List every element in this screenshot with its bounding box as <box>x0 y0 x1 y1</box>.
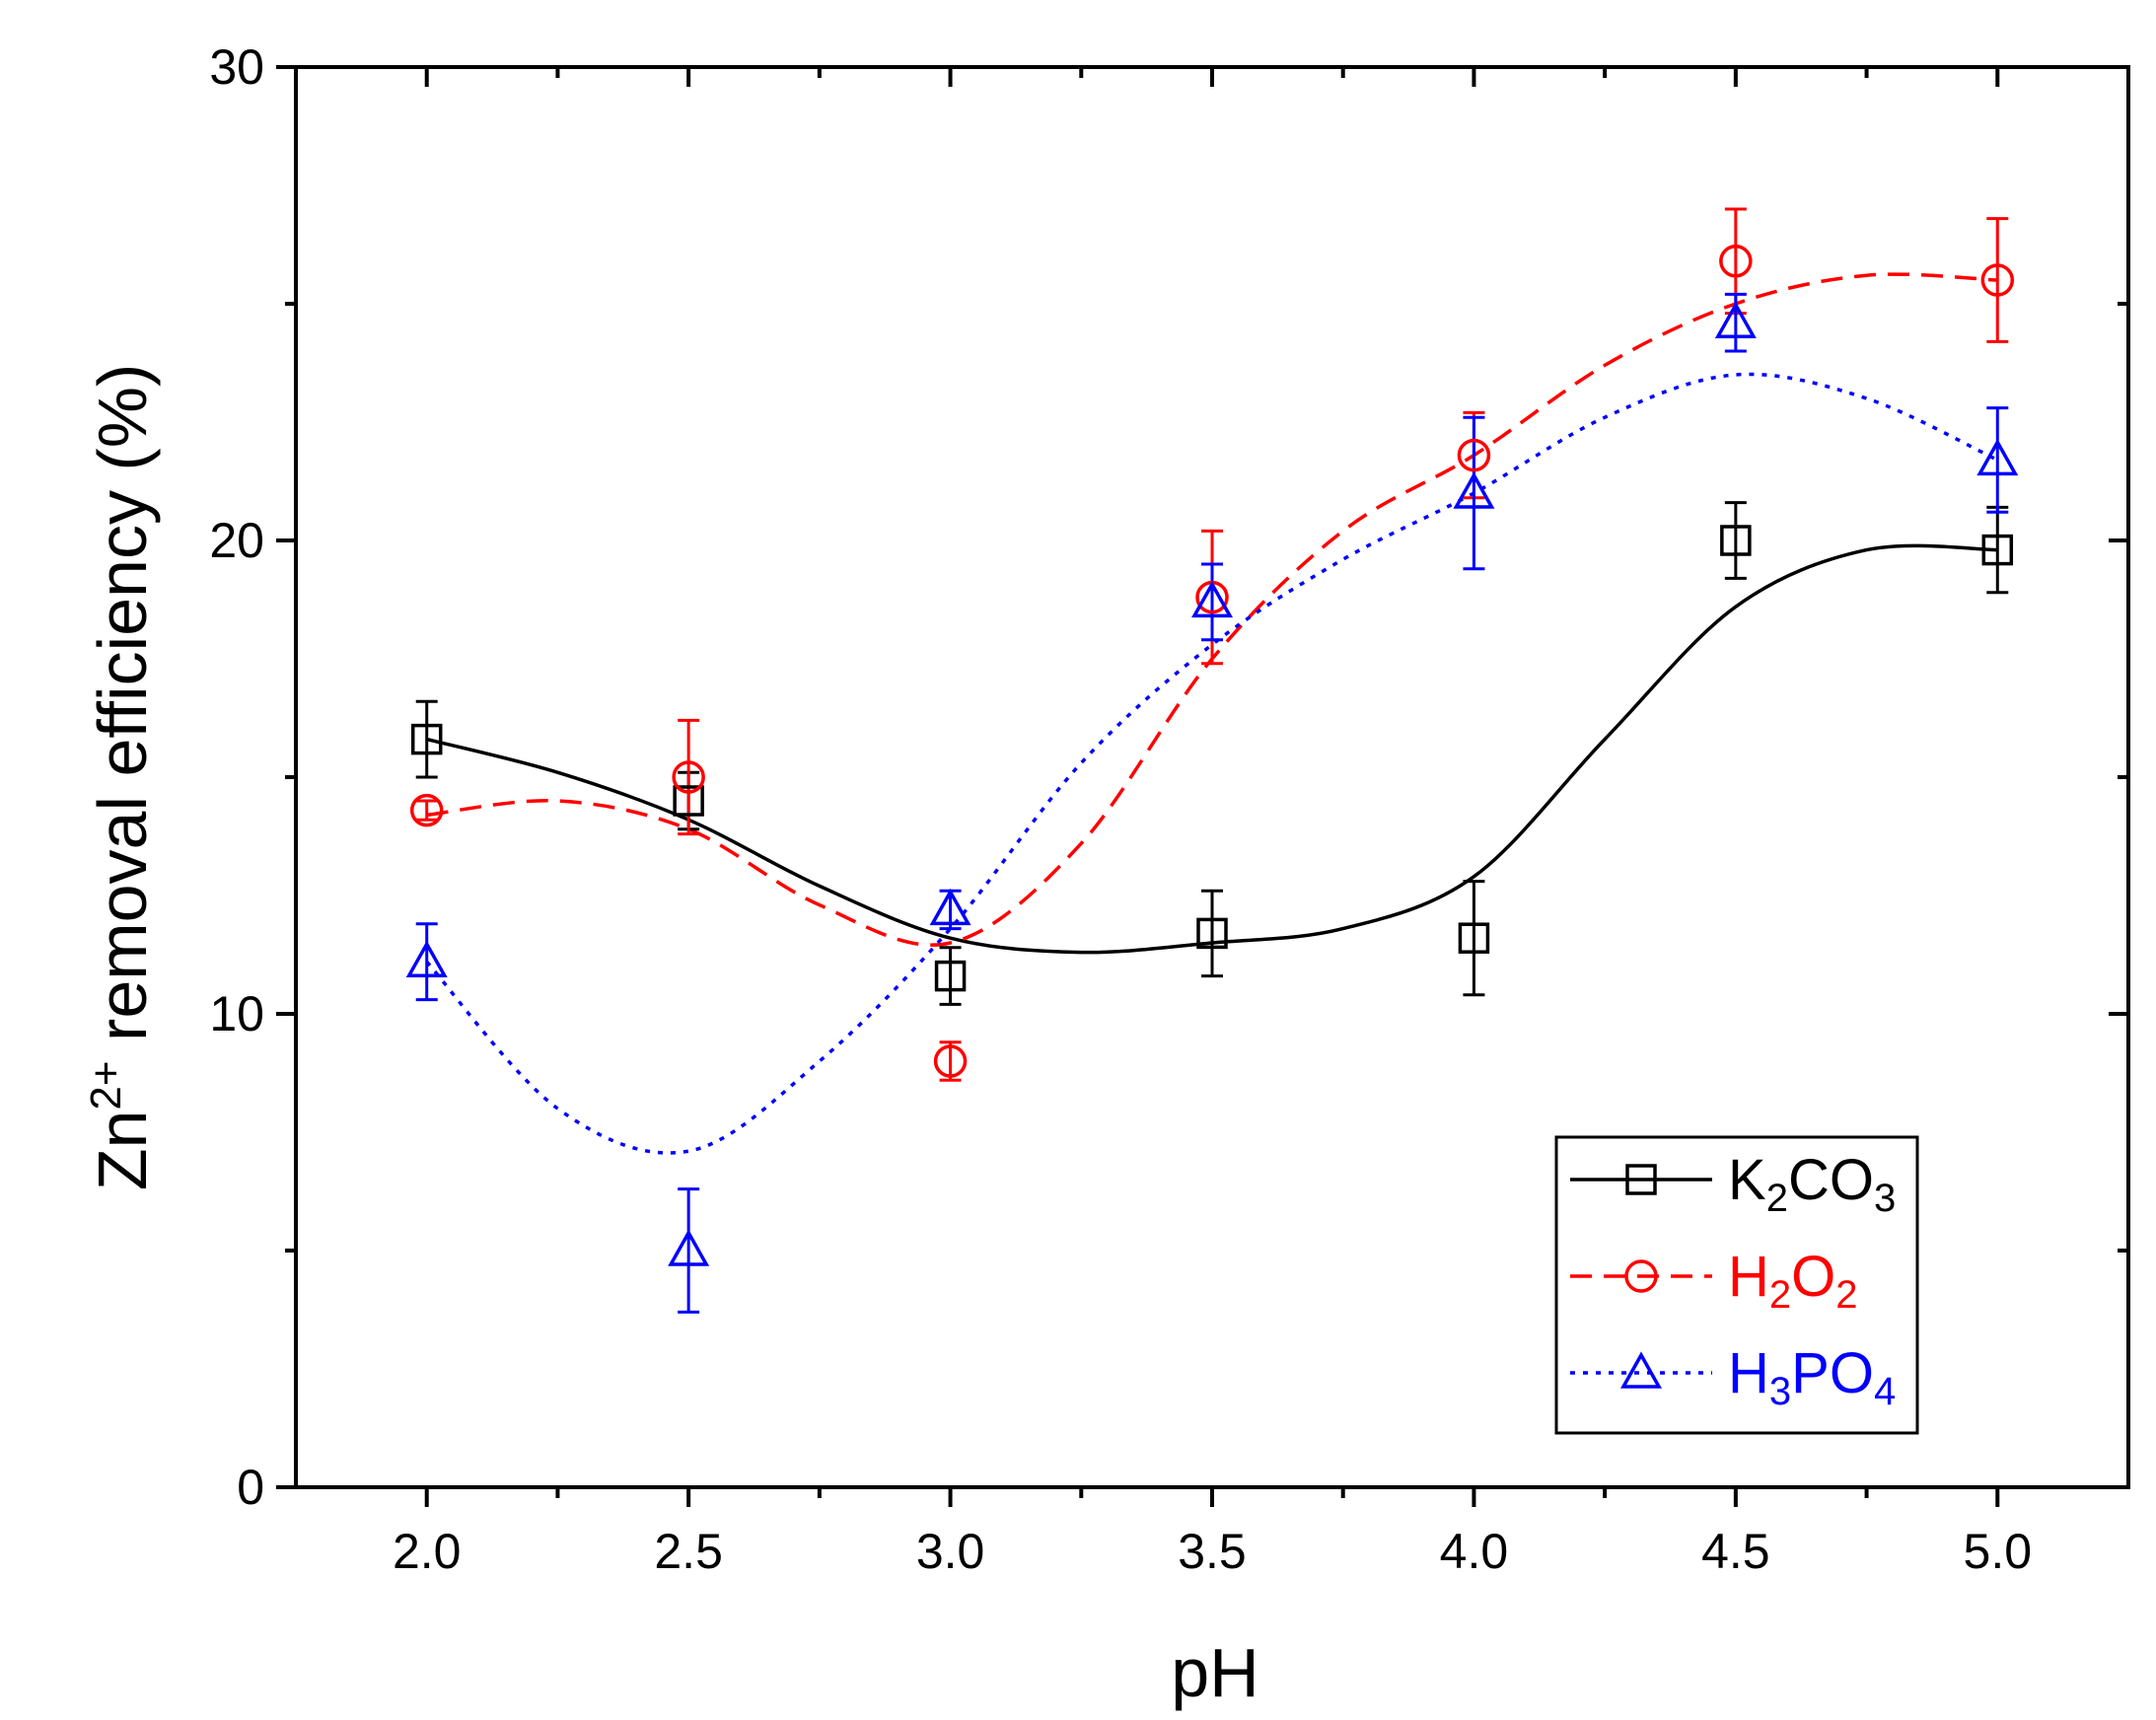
error-bar-h2o2 <box>939 1040 962 1082</box>
x-tick-label: 3.5 <box>1178 1524 1247 1579</box>
error-bar-k2co3 <box>1201 889 1223 978</box>
data-point-h3po4 <box>1714 301 1757 338</box>
legend-label-h2o2: H2O2 <box>1728 1245 1858 1317</box>
error-bars-layer <box>415 207 2009 1314</box>
data-point-k2co3 <box>1981 534 2014 566</box>
data-point-k2co3 <box>1720 525 1752 556</box>
legend-frame <box>1554 1135 1919 1435</box>
y-axis-title-base: Zn <box>84 1111 161 1191</box>
fit-curve-h3po4 <box>425 372 1999 1155</box>
data-point-h2o2 <box>1457 438 1491 472</box>
error-bar-h3po4 <box>1986 406 2009 514</box>
data-point-k2co3 <box>410 723 443 755</box>
data-point-k2co3 <box>934 960 967 992</box>
legend-marker-k2co3 <box>1625 1164 1657 1195</box>
x-axis-ticks: 2.0 2.5 3.0 3.5 4.0 4.5 5.0 <box>393 67 2032 1579</box>
legend-label-h3po4: H3PO4 <box>1728 1341 1896 1413</box>
legend-label-k2co3: K2CO3 <box>1728 1148 1896 1220</box>
error-bar-h3po4 <box>678 1187 700 1314</box>
x-tick-label: 3.0 <box>916 1524 985 1579</box>
data-point-h3po4 <box>405 940 448 977</box>
error-bar-h2o2 <box>1986 217 2009 343</box>
y-axis-title: Zn2+ removal efficiency (%) <box>82 364 161 1191</box>
markers-layer <box>405 245 2019 1266</box>
y-tick-label: 10 <box>209 986 264 1041</box>
y-axis-title-superscript: 2+ <box>82 1060 130 1110</box>
y-tick-label: 0 <box>237 1460 264 1515</box>
data-point-h2o2 <box>672 760 705 794</box>
x-tick-label: 2.0 <box>393 1524 462 1579</box>
data-point-h3po4 <box>929 888 971 926</box>
data-point-k2co3 <box>1196 917 1228 950</box>
x-tick-label: 4.5 <box>1701 1524 1770 1579</box>
x-tick-label: 2.5 <box>654 1524 723 1579</box>
error-bar-k2co3 <box>415 699 438 779</box>
y-axis-ticks: 0 10 20 30 <box>209 39 2128 1515</box>
data-point-h3po4 <box>1453 471 1495 509</box>
error-bar-k2co3 <box>1724 501 1747 580</box>
data-point-k2co3 <box>1458 922 1490 954</box>
data-point-k2co3 <box>673 785 704 817</box>
y-tick-label: 20 <box>209 513 264 568</box>
data-point-h3po4 <box>668 1229 710 1266</box>
data-point-h2o2 <box>409 793 444 827</box>
legend-marker-h2o2 <box>1624 1259 1658 1293</box>
legend-marker-h3po4 <box>1620 1351 1662 1389</box>
error-bar-h3po4 <box>1463 415 1485 571</box>
data-point-h3po4 <box>1191 580 1233 618</box>
error-bar-h3po4 <box>415 922 438 1002</box>
x-axis-title: pH <box>1171 1634 1258 1711</box>
fit-curve-k2co3 <box>426 543 1998 955</box>
error-bar-h3po4 <box>1201 562 1223 642</box>
data-point-h3po4 <box>1976 438 2019 476</box>
error-bar-k2co3 <box>1463 880 1485 997</box>
data-point-h2o2 <box>1719 245 1753 278</box>
error-bar-h2o2 <box>415 799 438 822</box>
y-axis-title-rest: removal efficiency (%) <box>84 364 161 1061</box>
data-point-h2o2 <box>1980 263 2015 297</box>
x-tick-label: 5.0 <box>1964 1524 2033 1579</box>
error-bar-k2co3 <box>939 946 962 1006</box>
x-tick-label: 4.0 <box>1440 1524 1509 1579</box>
data-point-h2o2 <box>933 1044 968 1078</box>
y-tick-label: 30 <box>209 39 264 95</box>
legend: K2CO3 H2O2 H3PO4 <box>1554 1135 1919 1435</box>
